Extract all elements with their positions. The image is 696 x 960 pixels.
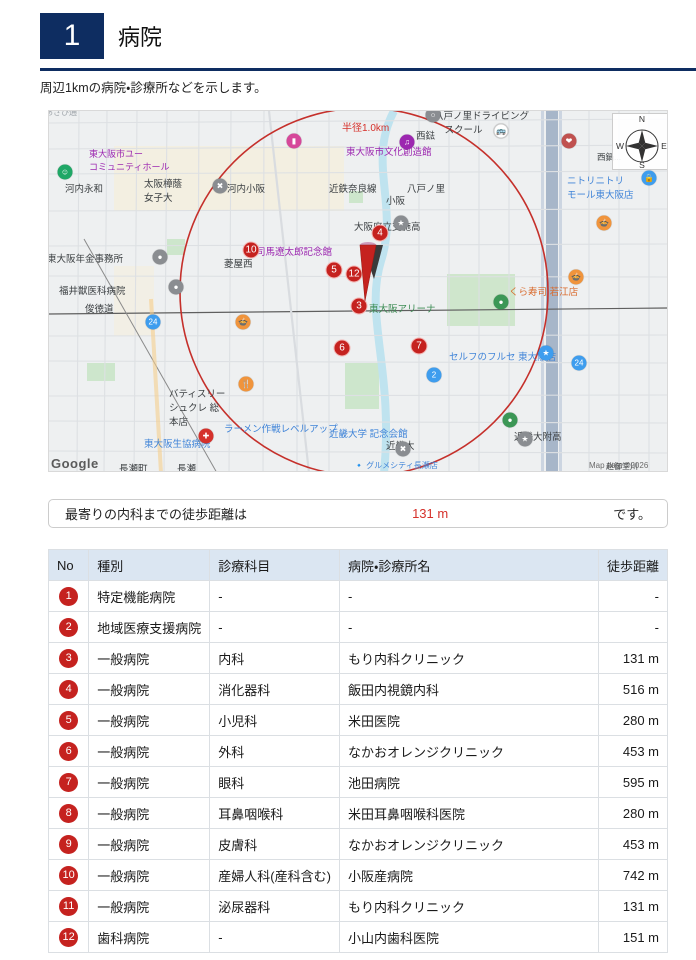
svg-text:E: E <box>661 141 667 151</box>
svg-text:N: N <box>639 114 645 124</box>
svg-text:S: S <box>639 160 645 170</box>
svg-text:W: W <box>616 141 624 151</box>
